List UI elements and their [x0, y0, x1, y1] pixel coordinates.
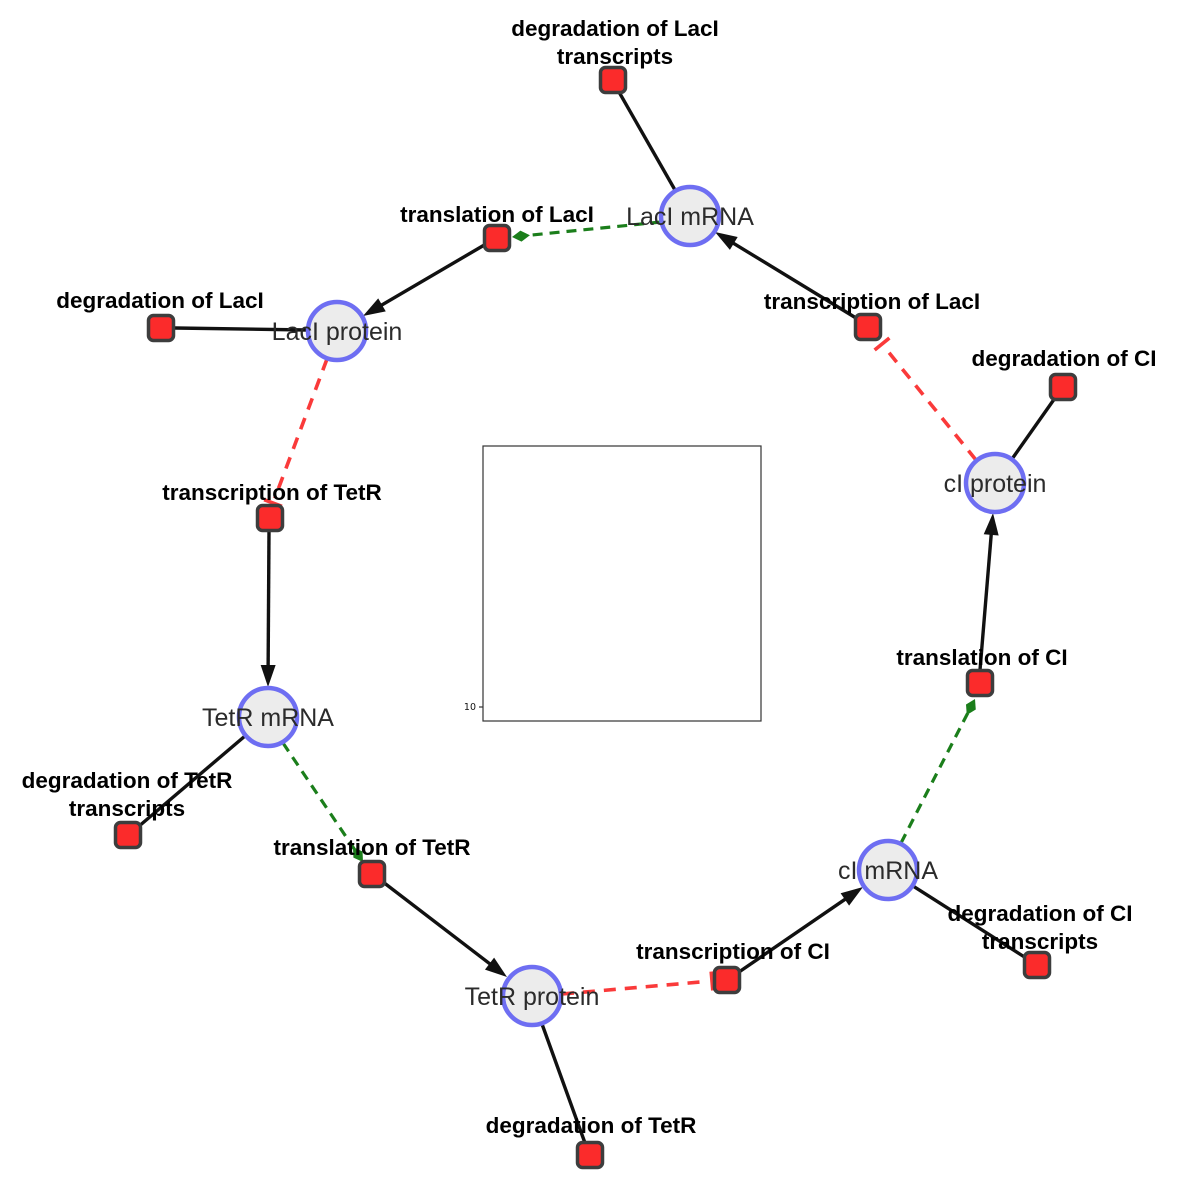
- reaction-node-translation-of-ci[interactable]: [965, 668, 995, 698]
- edge-translation-of-tetr-to-tetr-protein: [381, 880, 493, 967]
- timecourse-chart: 10: [464, 445, 762, 722]
- reaction-node-degradation-of-tetr[interactable]: [575, 1140, 605, 1170]
- species-nodes-layer: LacI mRNA LacI protein TetR mRNA TetR prote…: [202, 184, 1047, 1028]
- edge-translation-of-ci-to-ci-protein: [978, 532, 994, 671]
- edge-laci-mrna-to-degradation-of-laci-transcripts: [617, 91, 677, 191]
- species-node-ci-mrna[interactable]: [856, 838, 920, 902]
- edge-transcription-of-tetr-to-tetr-mrna: [266, 530, 271, 668]
- species-label-tetr-protein: TetR protein: [465, 983, 600, 1011]
- edge-ci-protein-to-transcription-of-laci: [883, 346, 978, 462]
- edge-transcription-of-laci-to-laci-mrna: [731, 240, 857, 320]
- edge-ci-mrna-to-degradation-of-ci-transcripts: [912, 884, 1027, 960]
- edge-ci-mrna-to-translation-of-ci: [899, 712, 970, 844]
- edge-laci-mrna-to-translation-of-laci: [527, 220, 662, 237]
- edge-translation-of-tetr-to-tetr-protein-arrowhead: [484, 957, 507, 977]
- reaction-label-degradation-of-laci-transcripts: degradation of LacI: [511, 16, 719, 41]
- edge-translation-of-laci-to-laci-protein: [379, 242, 487, 308]
- edge-tetr-mrna-to-translation-of-tetr-diamond: [352, 847, 363, 862]
- reaction-label-degradation-of-ci-transcripts: transcripts: [982, 929, 1098, 954]
- y-tick-label: 10: [464, 702, 476, 713]
- edge-laci-protein-to-degradation-of-laci: [174, 326, 308, 332]
- edge-tetr-protein-to-transcription-of-ci: [561, 979, 708, 996]
- edge-transcription-of-ci-to-ci-mrna: [738, 896, 848, 974]
- reaction-node-degradation-of-laci[interactable]: [146, 313, 176, 343]
- species-node-ci-protein[interactable]: [963, 451, 1027, 515]
- edge-tetr-mrna-to-translation-of-tetr: [281, 742, 356, 850]
- edge-ci-mrna-to-translation-of-ci-diamond: [965, 699, 976, 716]
- reaction-label-translation-of-tetr: translation of TetR: [273, 835, 470, 860]
- species-node-tetr-mrna[interactable]: [236, 685, 300, 749]
- species-node-tetr-protein[interactable]: [500, 964, 564, 1028]
- reaction-node-transcription-of-ci[interactable]: [712, 965, 742, 995]
- species-node-laci-protein[interactable]: [305, 299, 369, 363]
- edge-tetr-protein-to-transcription-of-ci-tbar: [709, 971, 715, 991]
- reaction-node-degradation-of-laci-transcripts[interactable]: [598, 65, 628, 95]
- species-label-ci-mrna: cI mRNA: [838, 857, 938, 885]
- edges-layer: [136, 91, 1057, 1144]
- reaction-label-transcription-of-ci: transcription of CI: [636, 939, 830, 964]
- edge-translation-of-ci-to-ci-protein-arrowhead: [983, 513, 999, 536]
- inset-plot: 10: [430, 428, 775, 768]
- plot-frame: [482, 445, 762, 722]
- edge-tetr-mrna-to-degradation-of-tetr-transcripts: [136, 734, 247, 829]
- reaction-label-transcription-of-tetr: transcription of TetR: [162, 480, 382, 505]
- edge-transcription-of-laci-to-laci-mrna-arrowhead: [715, 232, 738, 250]
- edge-ci-protein-to-transcription-of-laci-tbar: [873, 336, 891, 352]
- reaction-label-degradation-of-tetr-transcripts: transcripts: [69, 796, 185, 821]
- reaction-node-degradation-of-ci-transcripts[interactable]: [1022, 950, 1052, 980]
- reaction-nodes-layer: degradation of LacI transcripts translatio…: [22, 16, 1157, 1170]
- reaction-node-transcription-of-laci[interactable]: [853, 312, 883, 342]
- edge-laci-mrna-to-translation-of-laci-diamond: [512, 230, 530, 242]
- edge-transcription-of-ci-to-ci-mrna-arrowhead: [840, 887, 863, 906]
- reaction-label-translation-of-laci: translation of LacI: [400, 202, 594, 227]
- species-label-laci-mrna: LacI mRNA: [626, 203, 754, 231]
- reaction-label-degradation-of-laci-transcripts: transcripts: [557, 44, 673, 69]
- edge-transcription-of-tetr-to-tetr-mrna-arrowhead: [260, 664, 276, 687]
- species-label-ci-protein: cI protein: [944, 470, 1047, 498]
- reaction-label-degradation-of-laci: degradation of LacI: [56, 288, 264, 313]
- reaction-node-translation-of-laci[interactable]: [482, 223, 512, 253]
- species-node-laci-mrna[interactable]: [658, 184, 722, 248]
- reaction-label-degradation-of-ci: degradation of CI: [972, 346, 1157, 371]
- reaction-node-degradation-of-tetr-transcripts[interactable]: [113, 820, 143, 850]
- reaction-node-degradation-of-ci[interactable]: [1048, 372, 1078, 402]
- edge-laci-protein-to-transcription-of-tetr: [273, 358, 329, 499]
- reaction-label-degradation-of-tetr: degradation of TetR: [486, 1113, 697, 1138]
- reaction-label-translation-of-ci: translation of CI: [896, 645, 1067, 670]
- reaction-label-degradation-of-ci-transcripts: degradation of CI: [948, 901, 1133, 926]
- species-label-tetr-mrna: TetR mRNA: [202, 704, 334, 732]
- reaction-label-transcription-of-laci: transcription of LacI: [764, 289, 980, 314]
- reaction-node-translation-of-tetr[interactable]: [357, 859, 387, 889]
- edge-translation-of-laci-to-laci-protein-arrowhead: [363, 298, 386, 316]
- reaction-node-transcription-of-tetr[interactable]: [255, 503, 285, 533]
- edge-ci-protein-to-degradation-of-ci: [1010, 397, 1057, 460]
- reaction-label-degradation-of-tetr-transcripts: degradation of TetR: [22, 768, 233, 793]
- species-label-laci-protein: LacI protein: [272, 318, 403, 346]
- edge-tetr-protein-to-degradation-of-tetr: [540, 1023, 587, 1144]
